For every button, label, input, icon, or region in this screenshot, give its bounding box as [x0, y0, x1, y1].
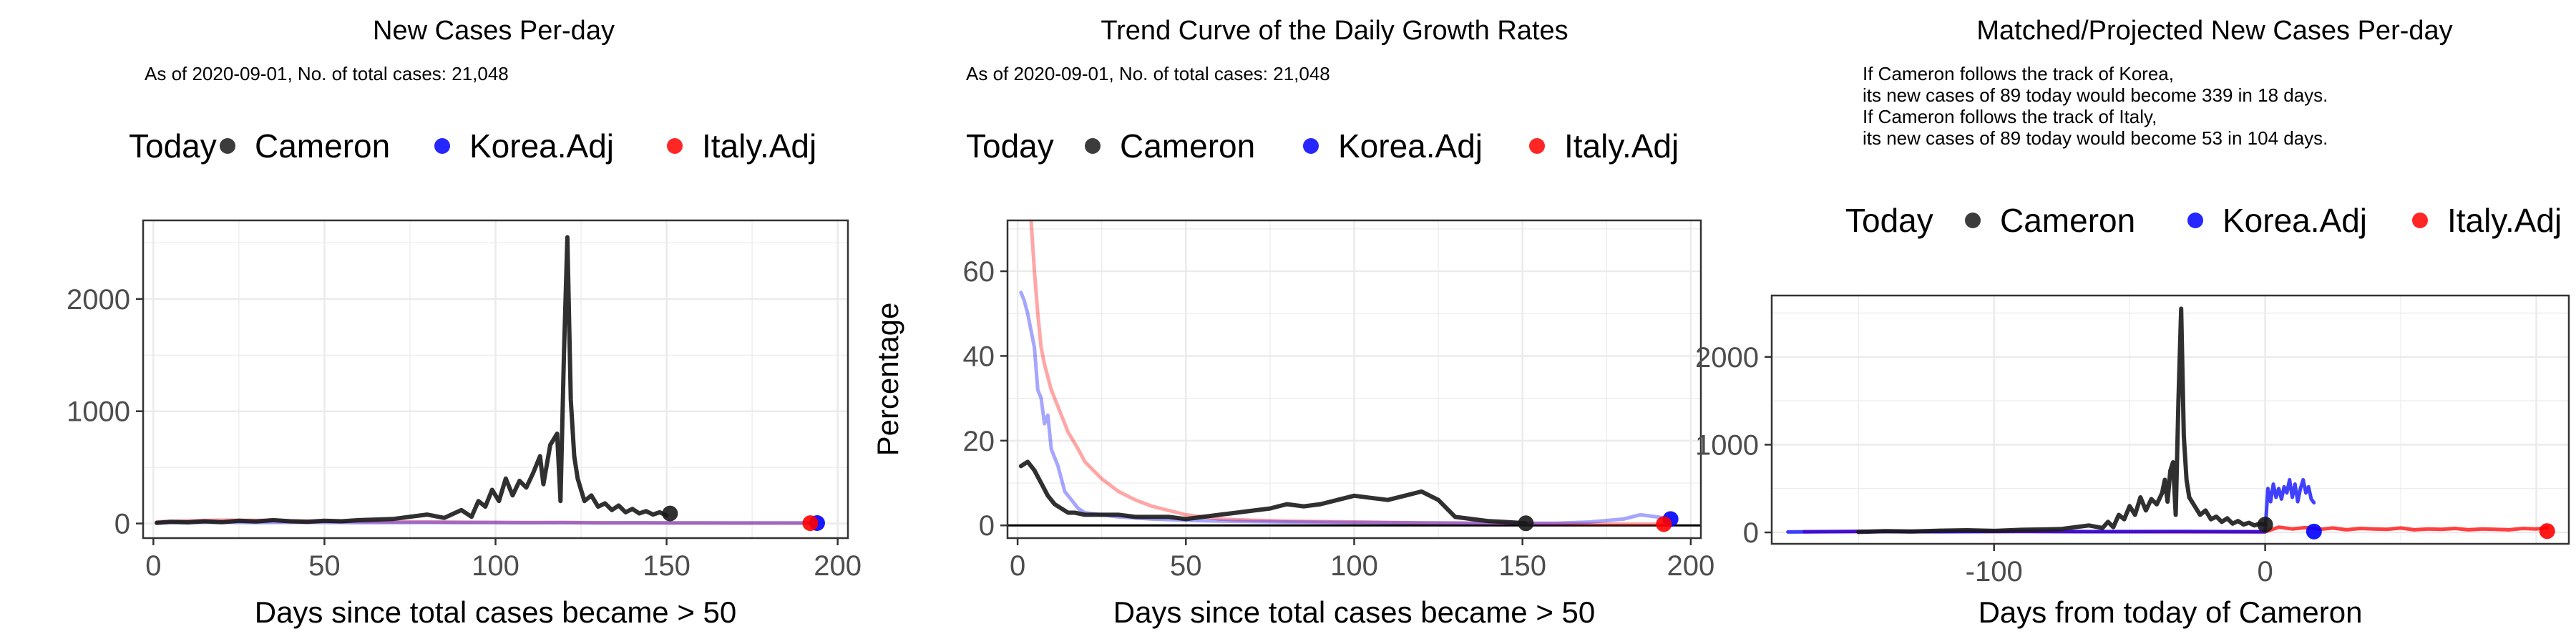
legend-label: Italy.Adj	[2447, 202, 2562, 239]
y-axis-title: Percentage	[871, 303, 904, 457]
legend-title: Today	[1845, 202, 1933, 239]
y-tick-label: 20	[963, 426, 995, 457]
legend-label: Cameron	[2000, 202, 2135, 239]
chart-subtitle: its new cases of 89 today would become 5…	[1863, 127, 2328, 149]
legend-key-korea-adj	[2187, 213, 2203, 228]
legend-key-korea-adj	[434, 138, 450, 154]
chart-title: Trend Curve of the Daily Growth Rates	[1101, 16, 1568, 46]
x-axis-title: Days from today of Cameron	[1979, 595, 2363, 629]
today-point-cameron	[662, 505, 678, 522]
legend-label: Cameron	[1120, 127, 1255, 165]
projected-cases-chart: Matched/Projected New Cases Per-day If Ca…	[1695, 16, 2570, 629]
legend-label: Italy.Adj	[1564, 127, 1679, 165]
chart-subtitle: If Cameron follows the track of Italy,	[1863, 106, 2157, 127]
series-line-korea-adj	[1786, 478, 2316, 534]
chart-title: Matched/Projected New Cases Per-day	[1976, 16, 2452, 46]
chart-subtitle: If Cameron follows the track of Korea,	[1863, 63, 2174, 84]
today-point-italy-adj	[802, 515, 819, 532]
legend-key-italy-adj	[1529, 138, 1545, 154]
legend-label: Korea.Adj	[1338, 127, 1483, 165]
y-tick-label: 2000	[67, 284, 130, 316]
today-point-italy-adj	[2539, 523, 2555, 540]
legend: Today Cameron Korea.Adj Italy.Adj	[966, 127, 1679, 165]
x-tick-label: 150	[643, 550, 691, 582]
legend-title: Today	[129, 127, 217, 165]
legend: Today Cameron Korea.Adj Italy.Adj	[129, 127, 816, 165]
today-point-korea-adj	[2306, 523, 2322, 540]
y-tick-label: 1000	[67, 396, 130, 428]
y-tick-label: 2000	[1695, 342, 1759, 374]
chart-title: New Cases Per-day	[373, 16, 615, 46]
today-point-cameron	[2257, 517, 2273, 533]
y-tick-label: 0	[1743, 517, 1759, 549]
legend-key-cameron	[220, 138, 235, 154]
y-tick-label: 0	[979, 510, 995, 542]
x-tick-label: 100	[472, 550, 519, 582]
legend-label: Korea.Adj	[2223, 202, 2367, 239]
y-tick-label: 60	[963, 256, 995, 288]
plot-border	[1770, 294, 2570, 545]
series-line-cameron	[1856, 306, 2268, 535]
series-line-italy-adj	[1029, 220, 1666, 526]
new-cases-chart: New Cases Per-day As of 2020-09-01, No. o…	[67, 16, 862, 629]
legend-label: Korea.Adj	[469, 127, 614, 165]
today-point-italy-adj	[1656, 516, 1672, 532]
x-tick-label: 0	[145, 550, 161, 582]
legend-title: Today	[966, 127, 1054, 165]
legend-label: Cameron	[255, 127, 390, 165]
legend-key-korea-adj	[1303, 138, 1319, 154]
x-tick-label: 50	[1170, 550, 1202, 582]
today-point-cameron	[1518, 515, 1534, 532]
x-tick-label: 100	[1330, 550, 1378, 582]
growth-rate-chart: Trend Curve of the Daily Growth Rates As …	[871, 16, 1714, 629]
chart-subtitle: As of 2020-09-01, No. of total cases: 21…	[145, 63, 509, 84]
legend-label: Italy.Adj	[702, 127, 816, 165]
legend: Today Cameron Korea.Adj Italy.Adj	[1845, 202, 2562, 239]
legend-key-italy-adj	[667, 138, 683, 154]
plot-area	[1772, 296, 2569, 544]
x-tick-label: 0	[2257, 556, 2273, 587]
series-line-cameron	[155, 235, 669, 525]
series-line-cameron	[1018, 459, 1528, 526]
legend-key-italy-adj	[2412, 213, 2428, 228]
y-tick-label: 1000	[1695, 429, 1759, 461]
x-tick-label: 0	[1010, 550, 1025, 582]
y-tick-label: 40	[963, 341, 995, 372]
x-axis-title: Days since total cases became > 50	[255, 595, 737, 629]
x-tick-label: -100	[1966, 556, 2023, 587]
x-tick-label: 200	[1667, 550, 1715, 582]
legend-key-cameron	[1965, 213, 1981, 228]
x-tick-label: 200	[814, 550, 862, 582]
chart-subtitle: As of 2020-09-01, No. of total cases: 21…	[966, 63, 1330, 84]
x-tick-label: 50	[308, 550, 341, 582]
x-axis-title: Days since total cases became > 50	[1113, 595, 1596, 629]
chart-subtitle: its new cases of 89 today would become 3…	[1863, 84, 2328, 106]
y-tick-label: 0	[114, 509, 130, 540]
x-tick-label: 150	[1498, 550, 1546, 582]
legend-key-cameron	[1085, 138, 1101, 154]
